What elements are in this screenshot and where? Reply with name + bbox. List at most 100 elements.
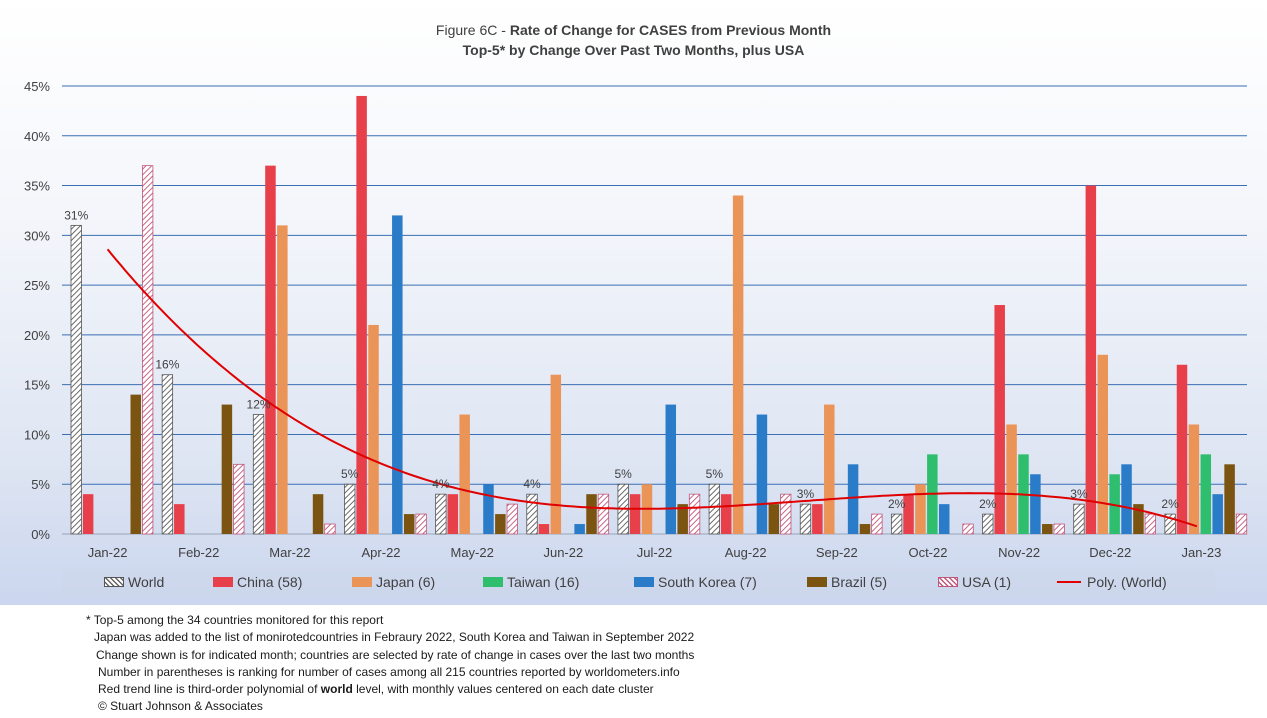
data-label-world: 16% <box>155 358 179 372</box>
legend-swatch-usa <box>938 577 958 587</box>
x-tick-label: Feb-22 <box>178 545 219 560</box>
note-line: © Stuart Johnson & Associates <box>98 699 263 714</box>
bar-south-korea <box>574 524 585 534</box>
chart-subtitle: Top-5* by Change Over Past Two Months, p… <box>462 42 805 58</box>
note-line: Number in parentheses is ranking for num… <box>98 664 680 679</box>
bar-usa <box>871 513 883 535</box>
bar-world <box>982 513 994 535</box>
bar-china <box>720 494 732 534</box>
x-tick-label: Oct-22 <box>908 545 947 560</box>
bar-south-korea <box>483 484 494 534</box>
legend-label-china: China (58) <box>237 574 303 590</box>
data-label-world: 3% <box>797 487 815 501</box>
bar-brazil <box>1224 464 1235 534</box>
bar-usa <box>233 463 245 535</box>
y-tick-label: 10% <box>24 427 50 442</box>
bar-world <box>799 503 812 535</box>
bar-china <box>82 494 94 534</box>
bar-japan <box>915 484 926 534</box>
legend-label-japan: Japan (6) <box>376 574 436 590</box>
bar-south-korea <box>1030 474 1041 534</box>
bar-brazil <box>859 524 871 534</box>
legend-swatch-world <box>104 577 124 587</box>
note-text: Red trend line is third-order polynomial… <box>98 682 321 697</box>
data-label-world: 4% <box>523 477 541 491</box>
bar-usa <box>1144 513 1156 535</box>
bar-japan <box>550 374 562 534</box>
note-bold-text: world <box>320 682 353 697</box>
data-label-world: 12% <box>247 398 271 412</box>
bar-japan <box>368 324 379 534</box>
bar-brazil <box>312 494 324 534</box>
bar-usa <box>962 523 974 535</box>
bar-japan <box>277 225 288 534</box>
y-tick-label: 35% <box>24 179 50 194</box>
data-label-world: 5% <box>341 467 359 481</box>
note-line: Red trend line is third-order polynomial… <box>98 681 694 698</box>
chart-title-main: Rate of Change for CASES from Previous M… <box>509 22 832 38</box>
chart-area: Figure 6C - Rate of Change for CASES fro… <box>0 0 1267 605</box>
legend-swatch-south-korea <box>634 577 654 587</box>
note-text: level, with monthly values centered on e… <box>352 682 654 697</box>
data-label-world: 2% <box>1161 497 1179 511</box>
x-tick-label: Apr-22 <box>362 545 401 560</box>
legend-swatch-china <box>213 577 233 587</box>
bar-taiwan <box>1200 454 1212 534</box>
bar-south-korea <box>938 504 950 534</box>
y-tick-label: 30% <box>24 228 50 243</box>
legend-label-usa: USA (1) <box>962 574 1012 590</box>
data-label-world: 5% <box>706 467 724 481</box>
bar-usa <box>506 503 518 535</box>
note-line: * Top-5 among the 34 countries monitored… <box>86 613 384 627</box>
bar-brazil <box>1133 504 1144 534</box>
legend-label-trendline: Poly. (World) <box>1087 574 1167 590</box>
bar-japan <box>459 414 470 534</box>
bar-taiwan <box>1109 474 1120 534</box>
bar-world <box>161 374 174 535</box>
x-tick-label: Jul-22 <box>637 545 672 560</box>
bar-usa <box>324 523 336 535</box>
bar-usa <box>1053 523 1065 535</box>
bar-world <box>890 513 903 535</box>
bar-china <box>812 504 823 534</box>
bar-usa <box>415 513 427 535</box>
bar-south-korea <box>847 464 859 534</box>
bar-china <box>447 494 459 534</box>
legend-item-south-korea: South Korea (7) <box>634 573 757 591</box>
bar-brazil <box>768 504 780 534</box>
x-tick-label: Jan-23 <box>1182 545 1222 560</box>
bar-china <box>174 504 185 534</box>
bar-brazil <box>403 514 415 534</box>
trendline-world <box>106 248 1198 528</box>
legend-item-brazil: Brazil (5) <box>807 573 887 591</box>
bar-japan <box>824 404 835 534</box>
y-tick-label: 45% <box>24 79 50 94</box>
data-label-world: 2% <box>979 497 997 511</box>
legend-item-taiwan: Taiwan (16) <box>483 573 579 591</box>
bar-usa <box>141 165 154 535</box>
x-tick-label: Nov-22 <box>998 545 1040 560</box>
bar-china <box>1085 185 1097 535</box>
data-label-world: 4% <box>432 477 450 491</box>
bar-china <box>538 524 550 534</box>
bar-world <box>1073 503 1085 535</box>
bar-south-korea <box>665 404 677 534</box>
bar-south-korea <box>756 414 768 534</box>
bar-brazil <box>677 504 688 534</box>
legend-item-trendline: Poly. (World) <box>1057 573 1167 591</box>
y-tick-label: 15% <box>24 378 50 393</box>
bar-world <box>526 493 538 535</box>
bar-china <box>265 165 276 534</box>
bar-china <box>994 305 1005 534</box>
bar-brazil <box>586 494 597 534</box>
y-tick-label: 5% <box>31 477 50 492</box>
bar-china <box>1176 364 1188 534</box>
y-tick-label: 0% <box>31 527 50 542</box>
x-tick-label: Aug-22 <box>725 545 767 560</box>
bar-chart: 0% 5% 10% 15% 20% 25% 30% 35% 40% 45% Jan-22 Feb-2… <box>24 79 1248 560</box>
legend-item-world: World <box>104 573 164 591</box>
bar-brazil <box>221 404 233 534</box>
legend-label-taiwan: Taiwan (16) <box>507 574 580 590</box>
legend-item-usa: USA (1) <box>938 573 1011 591</box>
x-tick-label: Jun-22 <box>543 545 583 560</box>
